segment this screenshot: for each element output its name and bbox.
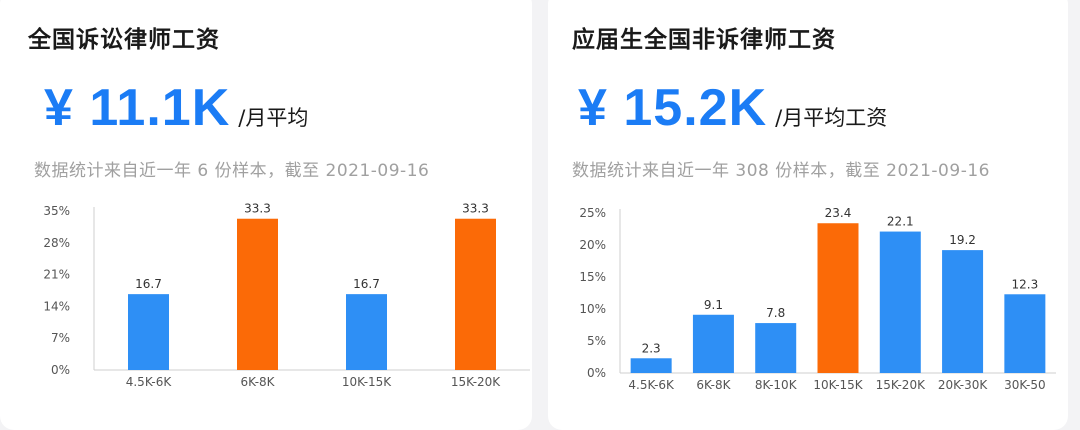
left-salary-unit: /月平均	[238, 106, 309, 130]
y-tick-label: 35%	[43, 204, 70, 218]
x-category-label: 15K-20K	[876, 378, 926, 392]
bar-value-label: 9.1	[704, 298, 723, 312]
bar-value-label: 2.3	[642, 341, 661, 355]
x-category-label: 30K-50	[1004, 378, 1045, 392]
x-category-label: 15K-20K	[451, 375, 501, 389]
left-card-title: 全国诉讼律师工资	[28, 27, 220, 53]
y-tick-label: 0%	[587, 366, 606, 380]
bar-15K-20K	[879, 231, 921, 373]
y-tick-label: 5%	[587, 334, 606, 348]
right-salary-row: ¥ 15.2K /月平均工资	[578, 78, 887, 138]
y-tick-label: 25%	[579, 206, 606, 220]
y-tick-label: 21%	[43, 268, 70, 282]
right-card-title: 应届生全国非诉律师工资	[572, 27, 836, 53]
x-category-label: 6K-8K	[240, 375, 275, 389]
x-category-label: 20K-30K	[938, 378, 988, 392]
bar-10K-15K	[346, 294, 387, 370]
y-tick-label: 14%	[43, 299, 70, 313]
right-salary-unit: /月平均工资	[775, 106, 888, 130]
bar-10K-15K	[817, 223, 859, 373]
x-category-label: 8K-10K	[755, 378, 798, 392]
bar-4.5K-6K	[128, 294, 169, 370]
right-salary-value: ¥ 15.2K	[578, 79, 768, 137]
bar-value-label: 23.4	[825, 206, 852, 220]
bar-value-label: 33.3	[462, 202, 489, 216]
right-bar-chart: 0% 5% 10% 15% 20% 25% 2.3 4.5K-6K 9.1 6K-8K 7.8 8K-…	[579, 206, 1056, 392]
left-salary-value: ¥ 11.1K	[44, 79, 231, 137]
bar-4.5K-6K	[630, 358, 672, 373]
bar-value-label: 33.3	[244, 202, 271, 216]
bar-value-label: 19.2	[949, 233, 976, 247]
y-tick-label: 28%	[43, 236, 70, 250]
y-tick-label: 0%	[51, 363, 70, 377]
bar-30K-50	[1004, 294, 1046, 373]
bar-value-label: 16.7	[353, 277, 380, 291]
bar-value-label: 16.7	[135, 277, 162, 291]
bar-6K-8K	[237, 218, 278, 370]
bar-15K-20K	[455, 218, 496, 370]
left-salary-row: ¥ 11.1K /月平均	[44, 78, 308, 138]
bar-value-label: 12.3	[1011, 277, 1038, 291]
bar-value-label: 7.8	[766, 306, 785, 320]
x-category-label: 10K-15K	[342, 375, 392, 389]
left-bar-chart: 0% 7% 14% 21% 28% 35% 16.7 4.5K-6K 33.3 6K-8K 16.7…	[43, 202, 530, 389]
x-category-label: 6K-8K	[696, 378, 731, 392]
bar-value-label: 22.1	[887, 215, 914, 229]
bar-20K-30K	[942, 250, 984, 373]
x-category-label: 10K-15K	[813, 378, 863, 392]
y-tick-label: 7%	[51, 331, 70, 345]
left-sample-stats: 数据统计来自近一年 6 份样本，截至 2021-09-16	[34, 161, 430, 181]
right-sample-stats: 数据统计来自近一年 308 份样本，截至 2021-09-16	[572, 161, 990, 181]
x-category-label: 4.5K-6K	[628, 378, 675, 392]
bar-6K-8K	[692, 314, 734, 373]
y-tick-label: 15%	[579, 270, 606, 284]
y-tick-label: 20%	[579, 238, 606, 252]
bar-8K-10K	[755, 323, 797, 373]
y-tick-label: 10%	[579, 302, 606, 316]
x-category-label: 4.5K-6K	[126, 375, 173, 389]
